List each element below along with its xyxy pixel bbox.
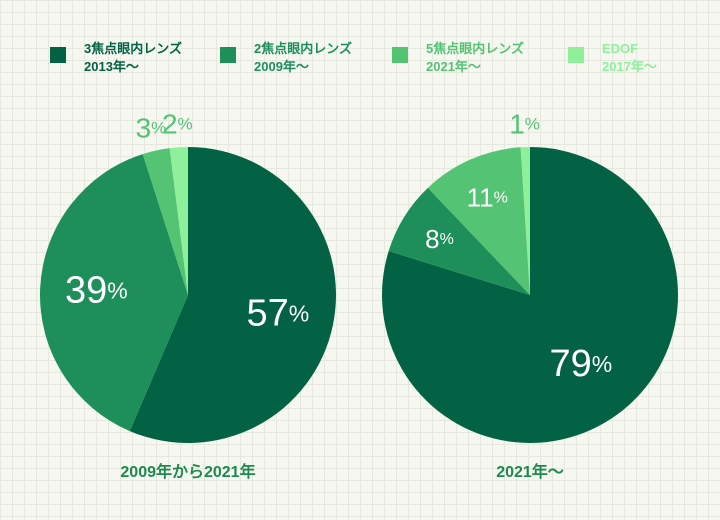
pie-chart-2: 79% 8% 11% 1%: [382, 108, 678, 444]
legend-name: 2焦点眼内レンズ: [254, 41, 352, 56]
legend-label-bifocal: 2焦点眼内レンズ 2009年〜: [254, 40, 352, 76]
data-label-edof: 1%: [509, 108, 540, 139]
legend-label-edof: EDOF 2017年〜: [602, 40, 657, 76]
legend-swatch-pentafocal: [392, 47, 408, 63]
legend-item-edof: EDOF 2017年〜: [568, 40, 657, 80]
data-label-trifocal: 79%: [550, 343, 613, 385]
data-label-pentafocal: 11%: [467, 182, 508, 212]
legend-label-trifocal: 3焦点眼内レンズ 2013年〜: [84, 40, 182, 76]
legend-period: 2013年〜: [84, 59, 139, 74]
pie-slice-bifocal: [388, 187, 530, 295]
pie-chart-1: 57% 39% 3%2%: [40, 108, 337, 443]
chart-title-2021: 2021年〜: [496, 464, 564, 481]
pie-slice-pentafocal: [427, 147, 530, 295]
pie-slice-edof: [520, 147, 530, 295]
pie-slice-pentafocal: [142, 148, 188, 295]
legend-period: 2009年〜: [254, 59, 309, 74]
legend-name: 5焦点眼内レンズ: [426, 41, 524, 56]
legend-period: 2017年〜: [602, 59, 657, 74]
legend-swatch-trifocal: [50, 47, 66, 63]
data-label-pentafocal: 3%: [136, 112, 167, 143]
legend-name: EDOF: [602, 41, 639, 56]
legend-label-pentafocal: 5焦点眼内レンズ 2021年〜: [426, 40, 524, 76]
legend-name: 3焦点眼内レンズ: [84, 41, 182, 56]
chart-legend: 3焦点眼内レンズ 2013年〜 2焦点眼内レンズ 2009年〜 5焦点眼内レンズ…: [50, 40, 690, 80]
pie-slice-bifocal: [40, 154, 188, 432]
legend-period: 2021年〜: [426, 59, 481, 74]
legend-item-pentafocal: 5焦点眼内レンズ 2021年〜: [392, 40, 524, 80]
data-label-bifocal: 8%: [425, 224, 454, 254]
legend-swatch-edof: [568, 47, 584, 63]
chart-title-2009-2021: 2009年から2021年: [120, 464, 256, 481]
legend-swatch-bifocal: [220, 47, 236, 63]
pie-slice-edof: [169, 147, 188, 295]
pie-slice-trifocal: [129, 147, 337, 443]
data-label-trifocal: 57%: [247, 292, 310, 334]
data-label-bifocal: 39%: [65, 270, 128, 312]
data-label-edof: 2%: [162, 108, 193, 139]
legend-item-bifocal: 2焦点眼内レンズ 2009年〜: [220, 40, 352, 80]
legend-item-trifocal: 3焦点眼内レンズ 2013年〜: [50, 40, 182, 80]
